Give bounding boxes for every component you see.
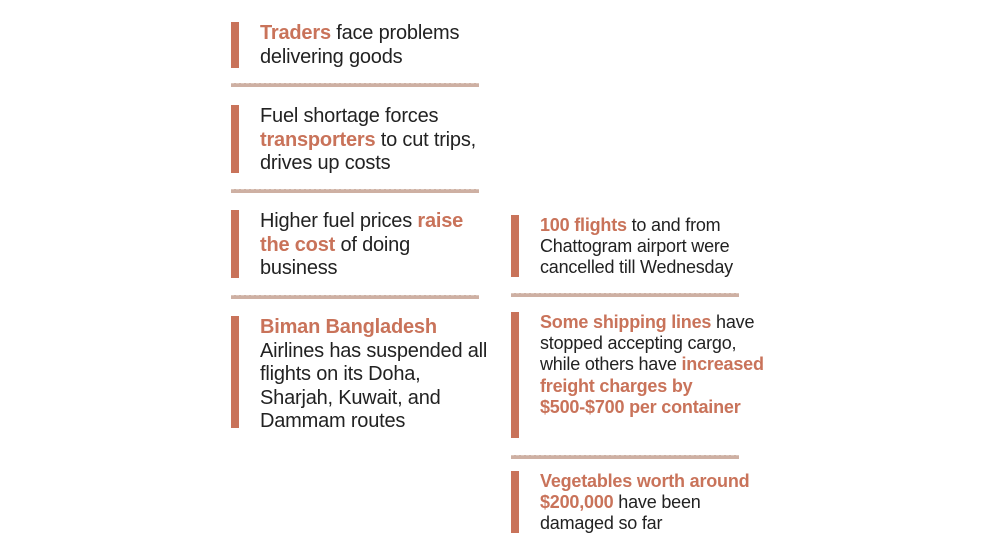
separator bbox=[231, 83, 479, 87]
impact-text: Biman Bangladesh Airlines has suspended … bbox=[260, 316, 490, 432]
impact-item-shipping: Some shipping lines have stopped accepti… bbox=[511, 312, 770, 438]
impact-item-traders: Traders face problems delivering goods bbox=[231, 22, 490, 68]
body-text: of doing business bbox=[260, 233, 411, 280]
highlight-text: raise the cost bbox=[260, 210, 464, 256]
accent-bar bbox=[231, 22, 239, 68]
impact-item-vegetables: Vegetables worth around $200,000 have be… bbox=[511, 471, 770, 533]
body-text: face problems delivering goods bbox=[260, 22, 460, 68]
separator bbox=[511, 455, 739, 459]
impact-text: Higher fuel prices raise the cost of doi… bbox=[260, 210, 490, 280]
accent-bar bbox=[511, 215, 519, 277]
accent-bar bbox=[231, 210, 239, 278]
impact-text: Vegetables worth around $200,000 have be… bbox=[540, 471, 770, 533]
accent-bar bbox=[511, 471, 519, 533]
highlight-text: transporters bbox=[260, 128, 376, 151]
highlight-text: increased freight charges by $500-$700 p… bbox=[540, 354, 764, 417]
body-text: to cut trips, drives up costs bbox=[260, 128, 476, 175]
separator bbox=[231, 189, 479, 193]
highlight-text: Traders bbox=[260, 22, 331, 44]
body-text: have stopped accepting cargo, while othe… bbox=[540, 312, 755, 375]
separator bbox=[231, 295, 479, 299]
body-text: have been damaged so far bbox=[540, 492, 701, 534]
accent-bar bbox=[511, 312, 519, 438]
accent-bar bbox=[231, 105, 239, 173]
impact-item-fuel-prices: Higher fuel prices raise the cost of doi… bbox=[231, 210, 490, 280]
body-text: Higher fuel prices bbox=[260, 210, 418, 232]
separator bbox=[511, 293, 739, 297]
body-text: Fuel shortage forces bbox=[260, 105, 439, 127]
highlight-text: Biman Bangladesh bbox=[260, 316, 437, 338]
impact-text: Traders face problems delivering goods bbox=[260, 22, 490, 68]
impact-item-transporters: Fuel shortage forces transporters to cut… bbox=[231, 105, 490, 175]
impact-item-flights: 100 flights to and from Chattogram airpo… bbox=[511, 215, 770, 277]
impact-text: 100 flights to and from Chattogram airpo… bbox=[540, 215, 770, 277]
highlight-text: Some shipping lines bbox=[540, 312, 712, 332]
body-text: to and from Chattogram airport were canc… bbox=[540, 215, 733, 278]
impact-text: Some shipping lines have stopped accepti… bbox=[540, 312, 770, 438]
highlight-text: Vegetables worth around $200,000 bbox=[540, 471, 750, 513]
highlight-text: 100 flights bbox=[540, 215, 627, 235]
impact-text: Fuel shortage forces transporters to cut… bbox=[260, 105, 490, 175]
accent-bar bbox=[231, 316, 239, 428]
impact-item-biman: Biman Bangladesh Airlines has suspended … bbox=[231, 316, 490, 432]
body-text: Airlines has suspended all flights on it… bbox=[260, 339, 488, 433]
